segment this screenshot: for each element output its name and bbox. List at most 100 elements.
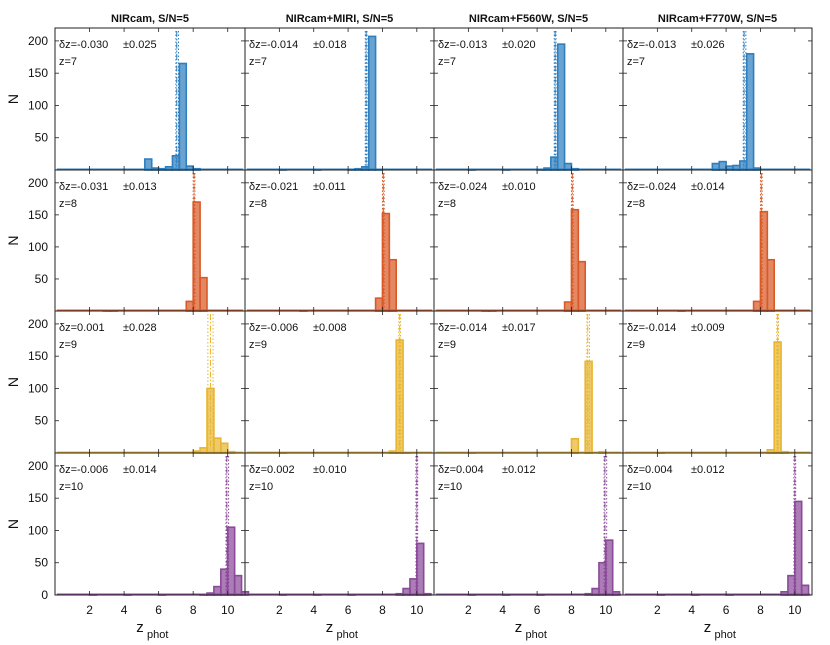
x-tick-label: 6 bbox=[534, 603, 541, 617]
x-axis-label: z bbox=[136, 619, 144, 636]
x-tick-label: 8 bbox=[379, 603, 386, 617]
x-tick-label: 2 bbox=[654, 603, 661, 617]
z-true-label: z=7 bbox=[249, 56, 267, 68]
histogram-bar bbox=[367, 35, 377, 171]
z-true-label: z=8 bbox=[59, 198, 77, 210]
histogram-bar bbox=[556, 43, 566, 171]
panel-r1-c1: δz=-0.030 ±0.025 z=7 bbox=[54, 27, 246, 171]
histogram-bar bbox=[199, 447, 208, 454]
dz-annotation: δz=-0.006 bbox=[249, 322, 298, 334]
y-axis-label: N bbox=[5, 94, 21, 104]
histogram-bar bbox=[144, 158, 153, 171]
histogram-bar bbox=[185, 165, 194, 171]
x-tick-label: 8 bbox=[568, 603, 575, 617]
histogram-bar bbox=[563, 162, 573, 171]
dz-annotation: δz=0.002 bbox=[249, 464, 295, 476]
y-tick-label: 100 bbox=[28, 240, 48, 254]
x-tick-label: 10 bbox=[221, 603, 235, 617]
x-axis-label: z bbox=[326, 619, 334, 636]
histogram-bar bbox=[213, 437, 222, 454]
y-tick-label: 200 bbox=[28, 459, 48, 473]
histogram-bar bbox=[220, 442, 229, 454]
histogram-bar bbox=[199, 276, 208, 312]
z-true-label: z=10 bbox=[249, 481, 273, 493]
panel-r4-c4: δz=0.004 ±0.012 z=10 bbox=[622, 452, 813, 596]
dz-annotation: δz=-0.030 bbox=[59, 39, 108, 51]
z-true-label: z=9 bbox=[249, 339, 267, 351]
y-tick-label: 50 bbox=[35, 131, 49, 145]
histogram-bar bbox=[563, 301, 573, 312]
labels-layer: NIRcam, S/N=5 NIRcam+MIRI, S/N=5 NIRcam+F5… bbox=[5, 13, 802, 641]
histogram-bar bbox=[732, 164, 741, 171]
x-tick-label: 4 bbox=[499, 603, 506, 617]
x-tick-label: 10 bbox=[788, 603, 802, 617]
x-tick-label: 8 bbox=[757, 603, 764, 617]
histogram-bar bbox=[577, 260, 586, 312]
histogram-bar bbox=[711, 162, 721, 171]
sigma-annotation: ±0.028 bbox=[123, 322, 157, 334]
y-tick-label: 50 bbox=[35, 556, 49, 570]
sigma-annotation: ±0.014 bbox=[123, 464, 157, 476]
sigma-annotation: ±0.013 bbox=[123, 181, 157, 193]
sigma-annotation: ±0.018 bbox=[313, 39, 347, 51]
panel-r3-c2: δz=-0.006 ±0.008 z=9 bbox=[244, 310, 435, 454]
panel-r2-c4: δz=-0.024 ±0.014 z=8 bbox=[622, 169, 813, 312]
y-axis-label: N bbox=[5, 377, 21, 387]
z-true-label: z=10 bbox=[627, 481, 651, 493]
x-axis-label-subscript: phot bbox=[526, 629, 547, 641]
column-title: NIRcam, S/N=5 bbox=[111, 13, 189, 25]
z-true-label: z=9 bbox=[438, 339, 456, 351]
panel-r4-c3: δz=0.004 ±0.012 z=10 bbox=[433, 452, 624, 596]
dz-annotation: δz=-0.024 bbox=[438, 181, 487, 193]
histogram-bar bbox=[766, 258, 775, 312]
dz-annotation: δz=0.004 bbox=[627, 464, 673, 476]
histogram-bar bbox=[745, 53, 755, 171]
y-tick-label-zero: 0 bbox=[41, 588, 48, 602]
dz-annotation: δz=-0.006 bbox=[59, 464, 108, 476]
histogram-bar bbox=[388, 258, 397, 312]
sigma-annotation: ±0.009 bbox=[691, 322, 725, 334]
dz-annotation: δz=-0.021 bbox=[249, 181, 298, 193]
dz-annotation: δz=0.004 bbox=[438, 464, 484, 476]
y-tick-label: 150 bbox=[28, 349, 48, 363]
panel-r2-c1: δz=-0.031 ±0.013 z=8 bbox=[54, 169, 246, 312]
y-axis-label: N bbox=[5, 235, 21, 245]
sigma-annotation: ±0.012 bbox=[691, 464, 725, 476]
sigma-annotation: ±0.020 bbox=[502, 39, 536, 51]
histogram-bar bbox=[178, 62, 188, 171]
dz-annotation: δz=-0.013 bbox=[438, 39, 487, 51]
dz-annotation: δz=-0.014 bbox=[249, 39, 298, 51]
histogram-bar bbox=[570, 437, 580, 454]
panel-r1-c4: δz=-0.013 ±0.026 z=7 bbox=[622, 27, 813, 171]
sigma-annotation: ±0.025 bbox=[123, 39, 157, 51]
x-tick-label: 2 bbox=[465, 603, 472, 617]
panels-layer: δz=-0.030 ±0.025 z=7 δz=-0.014 ±0.018 z=7 δz=-… bbox=[54, 27, 813, 596]
panel-frame bbox=[622, 452, 813, 596]
x-axis-label-subscript: phot bbox=[337, 629, 358, 641]
y-axis-label: N bbox=[5, 519, 21, 529]
panel-r3-c3: δz=-0.014 ±0.017 z=9 bbox=[433, 310, 624, 454]
dz-annotation: δz=-0.024 bbox=[627, 181, 676, 193]
column-title: NIRcam+F770W, S/N=5 bbox=[658, 13, 777, 25]
dz-annotation: δz=0.001 bbox=[59, 322, 105, 334]
dz-annotation: δz=-0.031 bbox=[59, 181, 108, 193]
histogram-bar bbox=[185, 300, 194, 312]
y-tick-label: 200 bbox=[28, 34, 48, 48]
y-tick-label: 100 bbox=[28, 381, 48, 395]
y-tick-label: 200 bbox=[28, 176, 48, 190]
histogram-bar bbox=[752, 300, 762, 312]
z-true-label: z=10 bbox=[59, 481, 83, 493]
sigma-annotation: ±0.010 bbox=[502, 181, 536, 193]
column-title: NIRcam+F560W, S/N=5 bbox=[469, 13, 588, 25]
panel-r3-c4: δz=-0.014 ±0.009 z=9 bbox=[622, 310, 813, 454]
z-true-label: z=7 bbox=[438, 56, 456, 68]
z-true-label: z=9 bbox=[59, 339, 77, 351]
dz-annotation: δz=-0.014 bbox=[627, 322, 676, 334]
sigma-annotation: ±0.014 bbox=[691, 181, 725, 193]
x-tick-label: 4 bbox=[310, 603, 317, 617]
x-tick-label: 4 bbox=[121, 603, 128, 617]
x-tick-label: 10 bbox=[410, 603, 424, 617]
x-axis-label-subscript: phot bbox=[715, 629, 736, 641]
histogram-bar bbox=[233, 574, 243, 596]
z-true-label: z=8 bbox=[627, 198, 645, 210]
